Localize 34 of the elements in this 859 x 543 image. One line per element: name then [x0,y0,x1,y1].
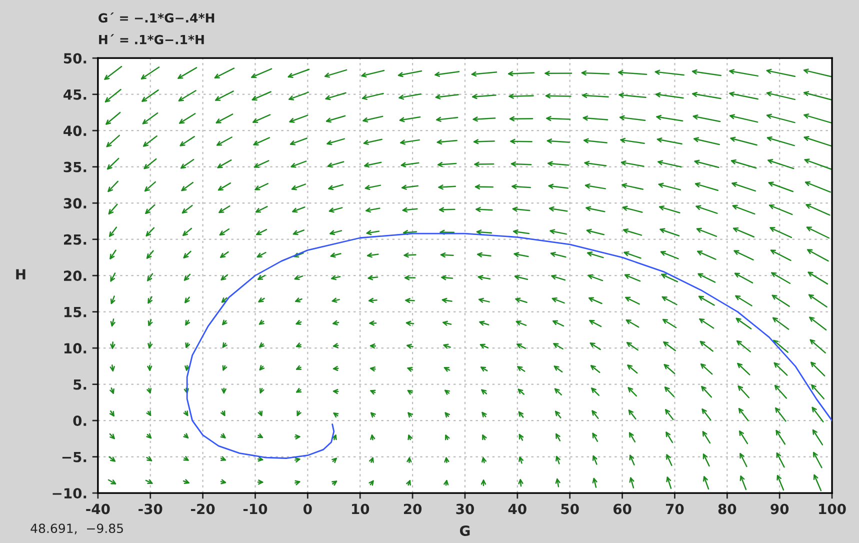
x-tick-label: 10 [352,504,370,514]
y-tick-label: 50. [64,53,86,64]
x-tick-label: 60 [613,504,632,514]
x-tick-label: -20 [191,504,215,514]
x-tick-label: 80 [718,504,736,514]
y-tick-label: 20. [64,270,86,282]
text: H´ = .1*G−.1*H [99,34,204,44]
x-tick-label: 0 [304,504,312,514]
y-tick-label: 5. [74,379,86,390]
x-tick-label: -30 [138,504,162,514]
x-axis-title: G [460,525,470,536]
y-tick-label: 10. [64,343,86,354]
x-tick-label: 20 [404,504,422,514]
y-tick-label: 30. [64,198,86,209]
text: G´ = −.1*G−.4*H [98,12,214,23]
y-tick-label: −10. [52,488,86,499]
text: 48.691, −9.85 [30,524,123,534]
x-tick-label: 30 [456,504,474,514]
y-axis-title: H [16,269,26,280]
y-tick-label: 25. [64,234,86,245]
x-tick-label: 100 [819,504,846,514]
y-tick-label: −5. [62,452,86,462]
x-tick-label: -40 [86,504,110,514]
x-tick-label: 70 [666,504,684,514]
y-tick-label: 40. [64,126,86,136]
y-tick-label: 0. [73,416,86,426]
y-tick-label: 45. [64,89,86,100]
x-tick-label: -10 [243,504,268,514]
x-tick-label: 40 [508,504,526,514]
y-tick-label: 15. [64,306,86,318]
x-tick-label: 90 [770,504,789,514]
x-tick-label: 50 [561,504,579,514]
y-tick-label: 35. [64,162,86,172]
line-series [186,232,832,459]
